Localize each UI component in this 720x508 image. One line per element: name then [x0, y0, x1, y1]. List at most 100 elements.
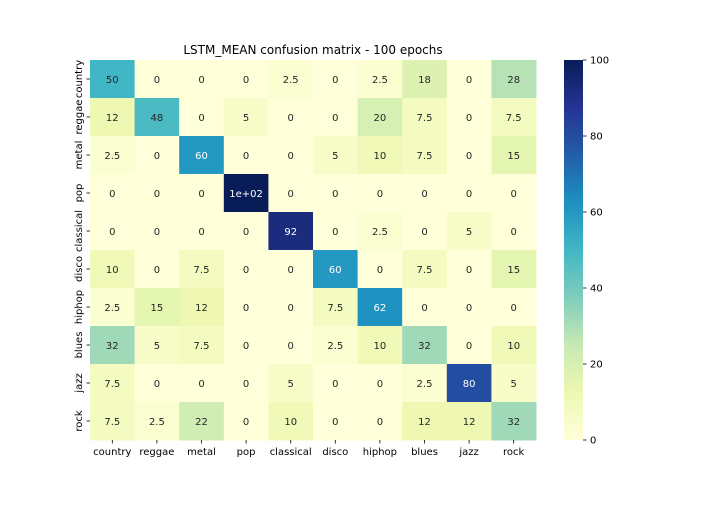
cell-annotation: 0: [154, 189, 160, 200]
cell-annotation: 62: [374, 303, 387, 314]
heatmap-cell: [402, 136, 448, 175]
cell-annotation: 0: [243, 75, 249, 86]
x-tick-label: reggae: [139, 447, 174, 458]
cell-annotation: 0: [288, 265, 294, 276]
cell-annotation: 28: [507, 75, 520, 86]
y-tick-label: hiphop: [74, 290, 85, 324]
heatmap-cell: [446, 136, 492, 175]
cell-annotation: 32: [106, 341, 119, 352]
heatmap-cell: [446, 288, 492, 327]
cell-annotation: 1e+02: [229, 189, 263, 200]
x-tick-label: rock: [503, 447, 525, 458]
heatmap-cell: [402, 288, 448, 327]
y-tick-label: rock: [74, 410, 85, 432]
cell-annotation: 0: [288, 341, 294, 352]
heatmap-cell: [313, 326, 359, 365]
cell-annotation: 10: [507, 341, 520, 352]
heatmap-cell: [313, 60, 359, 99]
cell-annotation: 5: [466, 227, 472, 238]
cell-annotation: 10: [374, 341, 387, 352]
heatmap-cell: [223, 136, 269, 175]
y-tick-label: reggae: [74, 99, 85, 134]
cell-annotation: 0: [466, 265, 472, 276]
cell-annotation: 10: [284, 417, 297, 428]
x-tick-label: classical: [270, 447, 312, 458]
heatmap-cell: [268, 364, 314, 403]
y-tick-label: disco: [74, 256, 85, 282]
cell-annotation: 10: [106, 265, 119, 276]
x-tick-label: hiphop: [363, 447, 397, 458]
heatmap-cell: [268, 136, 314, 175]
heatmap-cell: [313, 288, 359, 327]
cell-annotation: 0: [421, 189, 427, 200]
cell-annotation: 0: [243, 265, 249, 276]
cell-annotation: 0: [288, 303, 294, 314]
heatmap-cell: [268, 250, 314, 289]
heatmap-cell: [179, 364, 225, 403]
cell-annotation: 0: [466, 75, 472, 86]
cell-annotation: 0: [243, 417, 249, 428]
cell-annotation: 7.5: [104, 379, 120, 390]
heatmap-cell: [313, 250, 359, 289]
colorbar: [564, 60, 583, 440]
cell-annotation: 10: [374, 151, 387, 162]
heatmap-cell: [491, 98, 537, 137]
cell-annotation: 12: [106, 113, 119, 124]
cell-annotation: 0: [154, 75, 160, 86]
heatmap-cell: [446, 98, 492, 137]
cell-annotation: 48: [151, 113, 164, 124]
cell-annotation: 7.5: [417, 151, 433, 162]
cell-annotation: 0: [198, 75, 204, 86]
heatmap-cell: [357, 136, 403, 175]
cell-annotation: 7.5: [327, 303, 343, 314]
cell-annotation: 0: [511, 303, 517, 314]
heatmap-cell: [90, 174, 136, 213]
cell-annotation: 0: [154, 227, 160, 238]
cell-annotation: 5: [243, 113, 249, 124]
cell-annotation: 0: [288, 113, 294, 124]
heatmap-cell: [313, 402, 359, 441]
cell-annotation: 22: [195, 417, 208, 428]
cell-annotation: 0: [288, 151, 294, 162]
cell-annotation: 0: [377, 265, 383, 276]
cell-annotation: 0: [377, 189, 383, 200]
cell-annotation: 7.5: [417, 265, 433, 276]
x-tick-label: disco: [322, 447, 348, 458]
heatmap-cell: [179, 402, 225, 441]
cell-annotation: 0: [466, 189, 472, 200]
cell-annotation: 0: [332, 75, 338, 86]
cell-annotation: 32: [507, 417, 520, 428]
heatmap-cell: [90, 136, 136, 175]
heatmap-cell: [268, 60, 314, 99]
cell-annotation: 2.5: [327, 341, 343, 352]
heatmap-cell: [179, 174, 225, 213]
cell-annotation: 2.5: [149, 417, 165, 428]
cell-annotation: 7.5: [417, 113, 433, 124]
heatmap-cell: [223, 326, 269, 365]
y-tick-label: classical: [74, 210, 85, 252]
heatmap-cell: [313, 174, 359, 213]
cell-annotation: 0: [198, 379, 204, 390]
cell-annotation: 60: [329, 265, 342, 276]
cell-annotation: 0: [243, 151, 249, 162]
heatmap-cell: [402, 60, 448, 99]
heatmap-cell: [179, 250, 225, 289]
heatmap-cell: [134, 364, 180, 403]
colorbar-tick-label: 0: [590, 436, 596, 447]
heatmap-cell: [313, 98, 359, 137]
cell-annotation: 0: [154, 265, 160, 276]
cell-annotation: 0: [332, 189, 338, 200]
heatmap-cell: [491, 402, 537, 441]
heatmap-cell: [446, 212, 492, 251]
cell-annotation: 7.5: [194, 341, 210, 352]
heatmap-cell: [446, 326, 492, 365]
x-tick-label: metal: [187, 447, 216, 458]
cell-annotation: 5: [332, 151, 338, 162]
colorbar-tick-label: 40: [590, 284, 603, 295]
heatmap-cell: [402, 402, 448, 441]
cell-annotation: 0: [466, 113, 472, 124]
heatmap-cell: [357, 174, 403, 213]
colorbar-tick-label: 100: [590, 56, 609, 67]
